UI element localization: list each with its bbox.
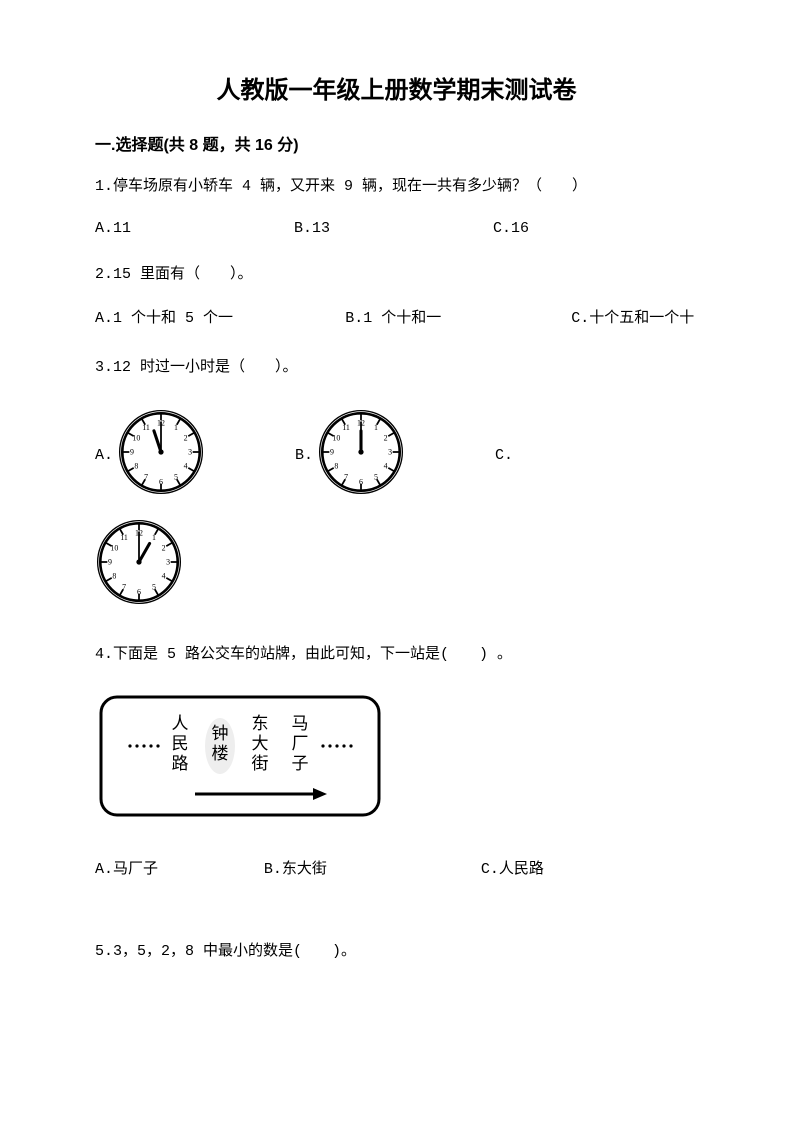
clock-a-icon: 123 69 12 45 78 1011 bbox=[117, 408, 205, 496]
svg-text:2: 2 bbox=[384, 433, 388, 442]
svg-text:9: 9 bbox=[130, 447, 134, 456]
svg-text:人: 人 bbox=[172, 714, 189, 733]
q2-opt-b: B.1 个十和一 bbox=[345, 305, 562, 334]
svg-text:厂: 厂 bbox=[292, 734, 309, 753]
svg-text:3: 3 bbox=[188, 447, 192, 456]
svg-text:东: 东 bbox=[252, 714, 269, 733]
q4-options: A.马厂子 B.东大街 C.人民路 bbox=[95, 858, 698, 882]
question-5: 5.3，5，2，8 中最小的数是( )。 bbox=[95, 940, 698, 964]
svg-text:5: 5 bbox=[174, 472, 178, 481]
q3-text: 3.12 时过一小时是（ ）。 bbox=[95, 356, 698, 380]
q5-text: 5.3，5，2，8 中最小的数是( )。 bbox=[95, 940, 698, 964]
q1-opt-a: A.11 bbox=[95, 217, 294, 241]
svg-text:4: 4 bbox=[184, 461, 188, 470]
svg-text:8: 8 bbox=[112, 571, 116, 580]
svg-text:10: 10 bbox=[332, 433, 340, 442]
clock-c-icon: 123 69 12 45 78 1011 bbox=[95, 518, 183, 606]
svg-text:子: 子 bbox=[292, 754, 309, 773]
svg-text:9: 9 bbox=[330, 447, 334, 456]
question-1: 1.停车场原有小轿车 4 辆，又开来 9 辆，现在一共有多少辆？（ ） A.11… bbox=[95, 175, 698, 241]
svg-text:6: 6 bbox=[159, 477, 163, 486]
bus-sign: 人民路 钟楼 东大街 马厂子 bbox=[95, 691, 698, 830]
q2-options: A.1 个十和 5 个一 B.1 个十和一 C.十个五和一个十 bbox=[95, 305, 698, 334]
q3-label-c: C. bbox=[495, 444, 513, 468]
svg-text:6: 6 bbox=[137, 587, 141, 596]
q1-opt-c: C.16 bbox=[493, 217, 692, 241]
q2-opt-a: A.1 个十和 5 个一 bbox=[95, 305, 336, 334]
q3-opt-c-block: C. bbox=[495, 444, 517, 496]
clock-b-icon: 123 69 12 45 78 1011 bbox=[317, 408, 405, 496]
svg-text:11: 11 bbox=[342, 423, 350, 432]
q3-opt-b-block: B. 123 69 12 bbox=[295, 408, 405, 496]
svg-text:9: 9 bbox=[108, 557, 112, 566]
q1-options: A.11 B.13 C.16 bbox=[95, 217, 698, 241]
svg-text:11: 11 bbox=[120, 533, 128, 542]
q3-clock-row-2: 123 69 12 45 78 1011 bbox=[95, 518, 698, 615]
svg-text:10: 10 bbox=[132, 433, 140, 442]
bus-sign-icon: 人民路 钟楼 东大街 马厂子 bbox=[95, 691, 385, 821]
q3-opt-a-block: A. 123 69 12 bbox=[95, 408, 205, 496]
q2-opt-c: C.十个五和一个十 bbox=[571, 305, 694, 334]
svg-text:5: 5 bbox=[374, 472, 378, 481]
q4-opt-b: B.东大街 bbox=[264, 858, 481, 882]
svg-text:1: 1 bbox=[152, 533, 156, 542]
svg-text:3: 3 bbox=[388, 447, 392, 456]
svg-text:5: 5 bbox=[152, 582, 156, 591]
svg-text:4: 4 bbox=[384, 461, 388, 470]
svg-text:11: 11 bbox=[142, 423, 150, 432]
question-3: 3.12 时过一小时是（ ）。 A. 123 bbox=[95, 356, 698, 615]
svg-text:1: 1 bbox=[174, 423, 178, 432]
svg-text:7: 7 bbox=[144, 472, 148, 481]
q4-opt-c: C.人民路 bbox=[481, 858, 698, 882]
svg-text:街: 街 bbox=[252, 754, 269, 773]
svg-text:4: 4 bbox=[162, 571, 166, 580]
svg-text:大: 大 bbox=[252, 734, 269, 753]
svg-text:楼: 楼 bbox=[212, 744, 229, 763]
svg-text:3: 3 bbox=[166, 557, 170, 566]
svg-text:2: 2 bbox=[184, 433, 188, 442]
svg-text:1: 1 bbox=[374, 423, 378, 432]
section-header: 一.选择题(共 8 题，共 16 分) bbox=[95, 131, 698, 155]
svg-text:2: 2 bbox=[162, 543, 166, 552]
svg-text:马: 马 bbox=[292, 714, 309, 733]
q3-label-b: B. bbox=[295, 444, 313, 468]
q1-text: 1.停车场原有小轿车 4 辆，又开来 9 辆，现在一共有多少辆？（ ） bbox=[95, 175, 698, 199]
page-title: 人教版一年级上册数学期末测试卷 bbox=[95, 70, 698, 105]
q1-opt-b: B.13 bbox=[294, 217, 493, 241]
svg-text:8: 8 bbox=[134, 461, 138, 470]
q3-label-a: A. bbox=[95, 444, 113, 468]
svg-text:路: 路 bbox=[172, 754, 189, 773]
svg-text:10: 10 bbox=[110, 543, 118, 552]
svg-text:钟: 钟 bbox=[212, 724, 229, 743]
svg-text:7: 7 bbox=[122, 582, 126, 591]
q3-clock-row-1: A. 123 69 12 bbox=[95, 408, 698, 496]
q4-text: 4.下面是 5 路公交车的站牌，由此可知，下一站是( ) 。 bbox=[95, 643, 698, 667]
q2-text: 2.15 里面有（ ）。 bbox=[95, 263, 698, 287]
question-4: 4.下面是 5 路公交车的站牌，由此可知，下一站是( ) 。 人民路 钟楼 东大 bbox=[95, 643, 698, 882]
svg-text:6: 6 bbox=[359, 477, 363, 486]
svg-text:7: 7 bbox=[344, 472, 348, 481]
svg-text:民: 民 bbox=[172, 734, 189, 753]
q4-opt-a: A.马厂子 bbox=[95, 858, 264, 882]
question-2: 2.15 里面有（ ）。 A.1 个十和 5 个一 B.1 个十和一 C.十个五… bbox=[95, 263, 698, 334]
svg-text:8: 8 bbox=[334, 461, 338, 470]
